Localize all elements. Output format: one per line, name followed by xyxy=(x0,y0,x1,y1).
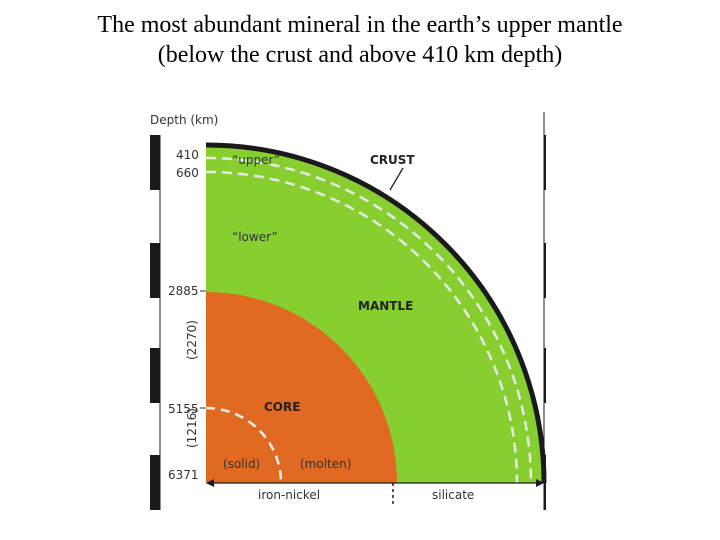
boundary-660 xyxy=(205,170,519,484)
depth-label-5155: 5155 xyxy=(168,402,199,416)
crust-pointer xyxy=(389,167,404,191)
width-arrow-right-head xyxy=(536,479,544,487)
title-line-1: The most abundant mineral in the earth’s… xyxy=(97,12,623,38)
depth-ruler-band xyxy=(150,455,160,510)
core-region xyxy=(206,292,397,483)
depth-ruler-band xyxy=(150,135,160,190)
lower-mantle-label: “lower” xyxy=(232,230,278,244)
crust-layer xyxy=(205,142,547,484)
upper-mantle-label: “upper” xyxy=(232,153,280,167)
right-ruler-band xyxy=(544,135,546,190)
silicate-label: silicate xyxy=(432,488,474,502)
depth-header: Depth (km) xyxy=(150,113,218,127)
depth-label-2885: 2885 xyxy=(168,284,199,298)
depth-label-6371: 6371 xyxy=(168,468,199,482)
depth-ruler-band xyxy=(150,348,160,403)
crust-label: CRUST xyxy=(370,153,415,167)
right-ruler-band xyxy=(544,243,546,298)
depth-ruler-band xyxy=(150,243,160,298)
outer-core-thickness: (2270) xyxy=(185,320,199,360)
title-line-2: (below the crust and above 410 km depth) xyxy=(157,42,563,68)
inner-core-boundary xyxy=(205,406,283,484)
solid-core-label: (solid) xyxy=(223,457,260,471)
right-ruler-band xyxy=(544,455,546,510)
mantle-label: MANTLE xyxy=(358,299,413,313)
core-label: CORE xyxy=(264,400,300,414)
boundary-410 xyxy=(205,156,533,484)
depth-label-410: 410 xyxy=(176,148,199,162)
width-arrow-left-head xyxy=(206,479,214,487)
molten-core-label: (molten) xyxy=(300,457,351,471)
slide-title: The most abundant mineral in the earth’s… xyxy=(0,10,720,70)
inner-core-thickness: (1216) xyxy=(185,408,199,448)
right-ruler-band xyxy=(544,348,546,403)
iron-nickel-label: iron-nickel xyxy=(258,488,320,502)
depth-label-660: 660 xyxy=(176,166,199,180)
